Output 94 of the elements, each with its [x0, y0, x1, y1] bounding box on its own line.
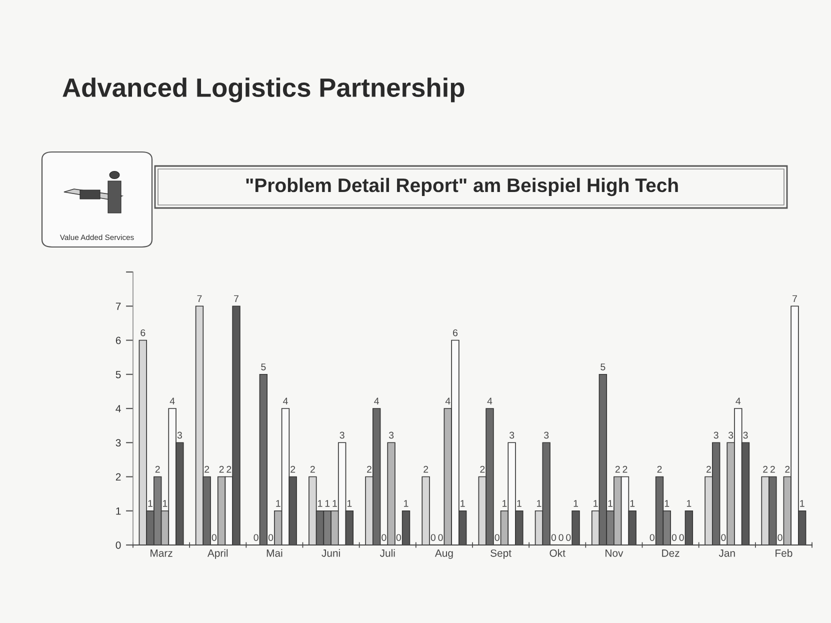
data-label: 2 [226, 466, 232, 473]
data-label: 4 [736, 398, 741, 404]
data-label: 1 [537, 500, 542, 507]
data-label: 0 [494, 534, 500, 541]
data-label: 2 [615, 466, 620, 473]
data-label: 0 [551, 534, 556, 541]
data-label: 0 [254, 534, 258, 541]
data-label: 5 [600, 364, 606, 370]
y-tick-label: 2 [116, 473, 121, 481]
data-label: 1 [630, 500, 635, 507]
x-tick-label: Sept [490, 549, 512, 559]
data-label: 3 [177, 432, 182, 439]
data-label: 1 [163, 500, 168, 507]
y-tick-label: 3 [116, 439, 121, 446]
data-label: 4 [283, 398, 288, 404]
y-tick-label: 4 [116, 405, 121, 412]
x-tick-label: Dez [662, 550, 680, 557]
data-label: 0 [396, 534, 401, 541]
data-label: 3 [544, 432, 549, 439]
x-tick-label: Feb [776, 549, 792, 557]
x-tick-label: Marz [150, 550, 172, 557]
data-label: 4 [487, 398, 492, 404]
data-label: 3 [340, 432, 344, 439]
x-tick-label: Nov [606, 550, 624, 557]
data-label: 0 [558, 534, 564, 541]
data-label: 1 [347, 500, 352, 507]
data-label: 3 [728, 432, 734, 439]
y-tick-label: 5 [116, 370, 121, 378]
data-label: 0 [438, 534, 443, 541]
y-tick-label: 7 [116, 302, 121, 310]
data-label: 1 [800, 500, 804, 507]
data-label: 7 [197, 295, 202, 302]
data-label: 7 [792, 295, 797, 302]
data-label: 0 [566, 534, 571, 541]
data-label: 1 [460, 500, 465, 507]
y-tick-label: 6 [116, 336, 121, 344]
data-label: 6 [453, 329, 458, 336]
data-label: 2 [706, 466, 711, 473]
x-tick-label: Mai [266, 549, 282, 557]
data-label: 0 [268, 534, 274, 541]
data-label: 0 [430, 534, 436, 541]
data-label: 2 [770, 466, 775, 473]
x-tick-label: Jan [718, 550, 735, 557]
data-label: 1 [318, 500, 322, 507]
data-label: 3 [388, 432, 394, 439]
data-label: 1 [404, 500, 408, 507]
data-label: 2 [204, 466, 210, 473]
data-label: 1 [502, 500, 507, 507]
data-label: 3 [714, 432, 718, 439]
x-tick-label: Juli [380, 549, 395, 557]
data-label: 7 [234, 295, 238, 302]
data-label: 1 [332, 500, 337, 507]
data-label: 2 [155, 466, 160, 473]
data-label: 0 [778, 534, 782, 541]
chart-title: Advanced Logistics Partnership [62, 78, 464, 102]
data-label: 1 [325, 500, 330, 507]
data-label: 2 [367, 466, 372, 473]
data-label: 0 [679, 534, 684, 541]
data-label: 0 [672, 534, 677, 541]
data-label: 1 [276, 500, 280, 507]
data-label: 2 [622, 466, 628, 473]
data-label: 6 [140, 329, 146, 336]
x-tick-label: Aug [434, 550, 453, 559]
y-tick-label: 1 [116, 507, 121, 515]
data-label: 2 [310, 466, 315, 473]
data-label: 1 [594, 500, 598, 507]
data-label: 2 [657, 466, 662, 473]
data-label: 4 [374, 398, 380, 404]
data-label: 1 [148, 500, 152, 507]
data-label: 4 [445, 398, 450, 404]
chart-subtitle: "Problem Detail Report" am Beispiel High Tech [246, 178, 678, 196]
data-label: 0 [212, 534, 217, 541]
x-tick-label: Juni [322, 549, 340, 557]
data-label: 1 [608, 500, 613, 507]
data-label: 0 [382, 534, 386, 541]
data-label: 2 [785, 466, 790, 473]
data-label: 0 [721, 534, 726, 541]
data-label: 2 [763, 466, 768, 473]
data-label: 2 [424, 466, 428, 473]
data-label: 1 [517, 500, 522, 507]
data-label: 1 [574, 500, 578, 507]
data-label: 2 [219, 466, 224, 473]
data-label: 2 [290, 466, 296, 473]
data-label: 1 [686, 500, 692, 507]
data-label: 0 [650, 534, 654, 541]
data-label: 3 [743, 432, 748, 439]
data-label: 3 [509, 432, 514, 439]
x-tick-label: April [207, 549, 228, 559]
data-label: 4 [170, 398, 175, 404]
data-label: 5 [261, 364, 266, 370]
data-label: 2 [480, 466, 485, 473]
x-tick-label: Okt [550, 549, 566, 557]
data-label: 1 [664, 500, 670, 507]
y-tick-label: 0 [116, 542, 121, 549]
